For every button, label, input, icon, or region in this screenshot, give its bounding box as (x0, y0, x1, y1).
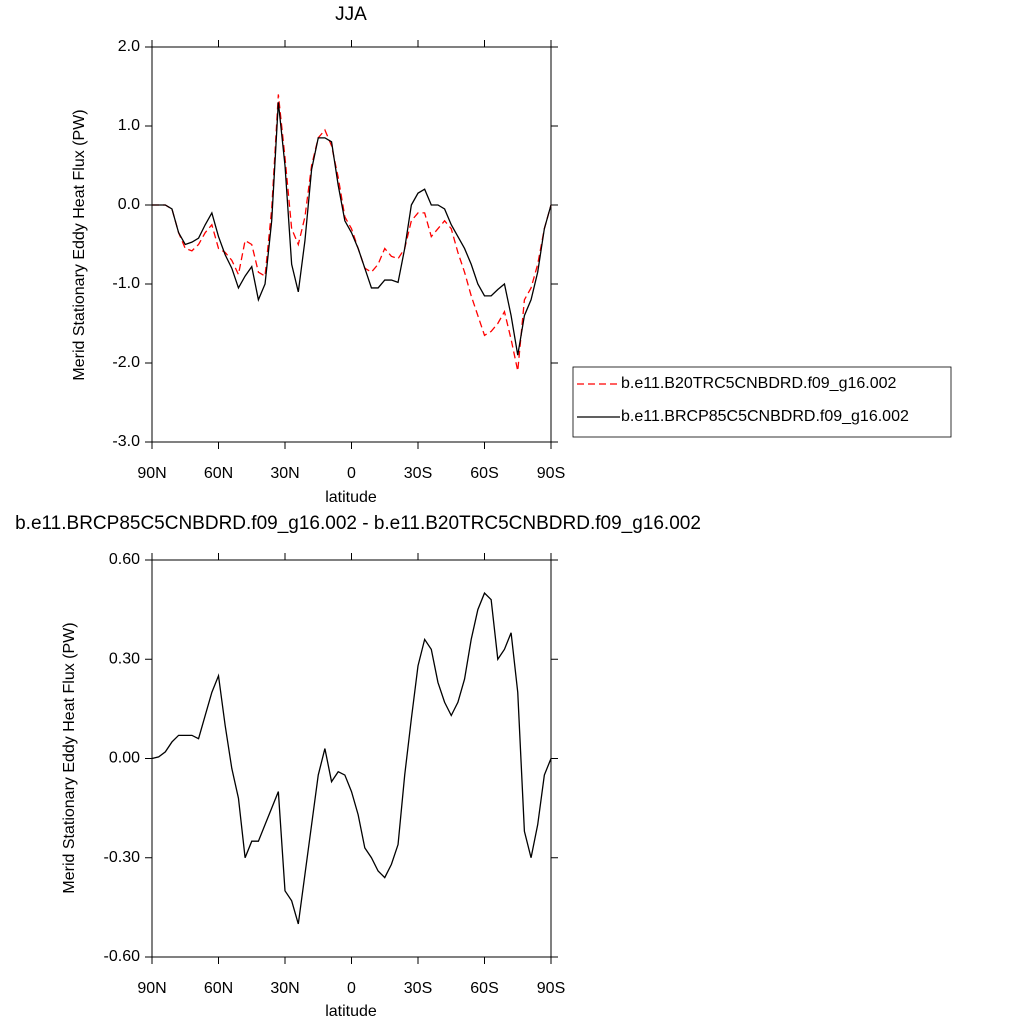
data-line (152, 102, 552, 356)
y-tick-label: -3.0 (112, 433, 140, 450)
chart-title: JJA (335, 4, 367, 25)
y-tick-label: -0.60 (104, 948, 141, 965)
chart-title: b.e11.BRCP85C5CNBDRD.f09_g16.002 - b.e11… (15, 513, 701, 534)
y-tick-label: -1.0 (112, 275, 140, 292)
data-line (151, 591, 552, 925)
x-tick-label: 90S (537, 465, 565, 482)
plot-frame (151, 46, 552, 443)
x-axis-label: latitude (325, 1003, 377, 1020)
x-tick-label: 90N (137, 980, 166, 997)
x-tick-label: 0 (347, 465, 356, 482)
x-axis-label: latitude (325, 489, 377, 506)
y-tick-label: -2.0 (112, 354, 140, 371)
x-tick-label: 60N (204, 465, 233, 482)
x-tick-label: 30S (404, 980, 432, 997)
x-tick-label: 60S (470, 465, 498, 482)
legend-box (572, 366, 952, 438)
y-axis-label: Merid Stationary Eddy Heat Flux (PW) (61, 622, 78, 893)
plot-frame (151, 559, 552, 958)
y-tick-label: -0.30 (104, 849, 141, 866)
y-tick-label: 0.0 (118, 196, 140, 213)
x-tick-label: 30N (270, 980, 299, 997)
x-tick-label: 30S (404, 465, 432, 482)
y-tick-label: 0.30 (109, 650, 140, 667)
y-tick-label: 0.00 (109, 750, 140, 767)
y-tick-label: 1.0 (118, 117, 140, 134)
y-axis-label: Merid Stationary Eddy Heat Flux (PW) (71, 109, 88, 380)
x-tick-label: 90N (137, 465, 166, 482)
x-tick-label: 90S (537, 980, 565, 997)
x-tick-label: 60N (204, 980, 233, 997)
legend-label: b.e11.BRCP85C5CNBDRD.f09_g16.002 (621, 408, 909, 425)
y-tick-label: 0.60 (109, 551, 140, 568)
x-tick-label: 30N (270, 465, 299, 482)
data-line (152, 94, 552, 372)
x-tick-label: 0 (347, 980, 356, 997)
legend-label: b.e11.B20TRC5CNBDRD.f09_g16.002 (621, 375, 897, 392)
x-tick-label: 60S (470, 980, 498, 997)
y-tick-label: 2.0 (118, 38, 140, 55)
